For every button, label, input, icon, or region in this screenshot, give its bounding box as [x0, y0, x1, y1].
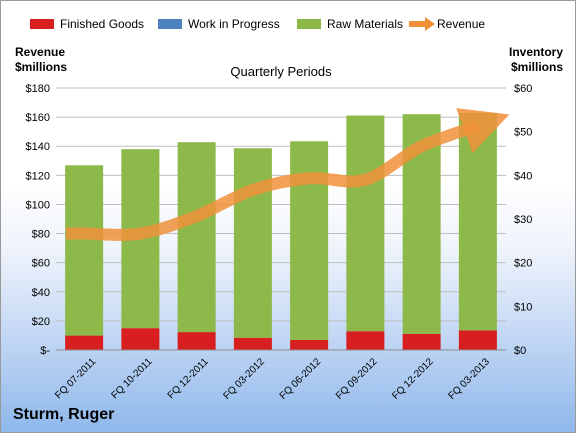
x-tick-label: FQ 06-2012 — [278, 356, 324, 402]
x-tick-label: FQ 03-2013 — [446, 356, 492, 402]
left-tick-label: $40 — [32, 287, 50, 299]
bar-raw-materials — [458, 112, 497, 331]
legend-label: Finished Goods — [60, 17, 144, 31]
bar-finished-goods — [65, 335, 104, 350]
right-tick-label: $0 — [514, 345, 526, 357]
bars — [65, 112, 497, 350]
legend-swatch — [30, 19, 54, 29]
right-tick-label: $60 — [514, 83, 532, 95]
x-tick-label: FQ 09-2012 — [334, 356, 380, 402]
bar-finished-goods — [233, 337, 272, 350]
company-name: Sturm, Ruger — [13, 406, 115, 423]
right-tick-label: $40 — [514, 170, 532, 182]
left-tick-label: $160 — [26, 112, 50, 124]
bar-finished-goods — [177, 332, 216, 350]
x-tick-label: FQ 12-2012 — [390, 356, 436, 402]
left-axis-label-line1: Revenue — [15, 45, 65, 59]
bar-finished-goods — [402, 333, 441, 350]
legend-swatch — [158, 19, 182, 29]
left-tick-label: $80 — [32, 229, 50, 241]
left-tick-label: $60 — [32, 258, 50, 270]
chart-title: Quarterly Periods — [230, 64, 332, 79]
legend: Finished Goods Work in Progress Raw Materi… — [30, 17, 485, 31]
revenue-line — [66, 108, 510, 241]
bar-finished-goods — [121, 328, 160, 350]
left-tick-label: $120 — [26, 170, 50, 182]
legend-label: Raw Materials — [327, 17, 403, 31]
x-tick-label: FQ 03-2012 — [221, 356, 267, 402]
legend-label: Work in Progress — [188, 17, 280, 31]
right-tick-label: $10 — [514, 301, 532, 313]
bar-raw-materials — [346, 115, 385, 332]
bar-finished-goods — [458, 330, 497, 350]
bar-finished-goods — [290, 339, 329, 350]
legend-label: Revenue — [437, 17, 485, 31]
x-tick-label: FQ 10-2011 — [110, 356, 155, 401]
bar-raw-materials — [290, 141, 329, 340]
bar-raw-materials — [233, 148, 272, 338]
bar-raw-materials — [65, 165, 104, 336]
right-axis-label-line1: Inventory — [509, 45, 563, 59]
legend-arrow-icon — [425, 17, 435, 31]
right-axis-label-line2: $millions — [511, 60, 563, 74]
left-tick-label: $- — [40, 345, 50, 357]
left-tick-label: $180 — [26, 83, 50, 95]
right-tick-label: $30 — [514, 214, 532, 226]
right-tick-label: $20 — [514, 258, 532, 270]
revenue-line-path — [66, 108, 510, 241]
left-tick-label: $140 — [26, 141, 50, 153]
x-tick-label: FQ 07-2011 — [53, 356, 98, 401]
bar-finished-goods — [346, 331, 385, 350]
left-axis-label-line2: $millions — [15, 60, 67, 74]
left-tick-label: $20 — [32, 316, 50, 328]
legend-swatch — [297, 19, 321, 29]
bar-raw-materials — [177, 142, 216, 333]
left-tick-label: $100 — [26, 199, 50, 211]
x-tick-label: FQ 12-2011 — [166, 356, 211, 401]
right-tick-label: $50 — [514, 127, 532, 139]
